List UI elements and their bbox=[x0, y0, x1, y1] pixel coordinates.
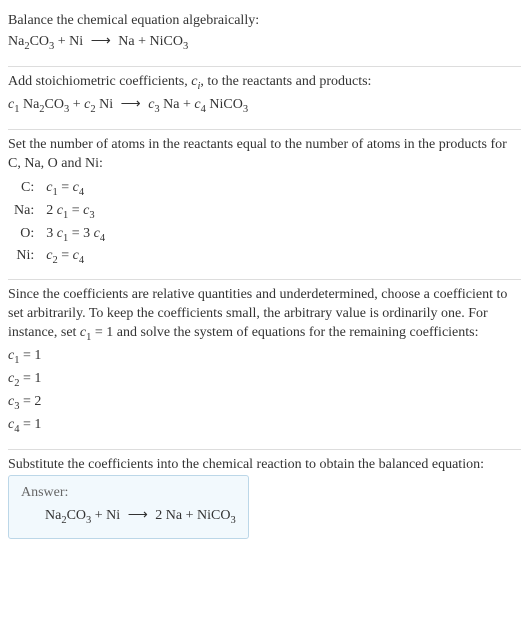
reaction-arrow: ⟶ bbox=[117, 97, 145, 112]
coeff-sub: 4 bbox=[79, 255, 84, 266]
answer-box: Answer: Na2CO3 + Ni ⟶ 2 Na + NiCO3 bbox=[8, 475, 249, 539]
species: NiCO bbox=[209, 97, 242, 112]
equals: = bbox=[58, 180, 73, 195]
species: CO bbox=[45, 97, 64, 112]
section-balance: Balance the chemical equation algebraica… bbox=[8, 6, 521, 66]
section-title: Balance the chemical equation algebraica… bbox=[8, 12, 521, 31]
solution-line: c1 = 1 bbox=[8, 347, 521, 368]
equals: = bbox=[58, 248, 73, 263]
solution-line: c3 = 2 bbox=[8, 393, 521, 414]
atom-row: C: c1 = c4 bbox=[8, 178, 111, 201]
value: = 2 bbox=[19, 394, 41, 409]
atom-row: Ni: c2 = c4 bbox=[8, 246, 111, 269]
coeff-sub: 4 bbox=[100, 232, 105, 243]
species: Ni bbox=[99, 97, 113, 112]
section-atom-equations: Set the number of atoms in the reactants… bbox=[8, 130, 521, 280]
species: Na + NiCO bbox=[118, 34, 183, 49]
coeff-sub: 3 bbox=[154, 104, 159, 115]
section-title: Set the number of atoms in the reactants… bbox=[8, 136, 521, 174]
species: 2 Na + NiCO bbox=[155, 508, 230, 523]
plus: + Ni bbox=[91, 508, 120, 523]
section-title: Substitute the coefficients into the che… bbox=[8, 456, 521, 475]
atom-equation: c2 = c4 bbox=[40, 246, 111, 269]
section-title: Add stoichiometric coefficients, ci, to … bbox=[8, 73, 521, 94]
title-text: Add stoichiometric coefficients, bbox=[8, 74, 191, 89]
section-substitute: Substitute the coefficients into the che… bbox=[8, 450, 521, 549]
equals: = bbox=[68, 203, 83, 218]
coeff-sub: 4 bbox=[79, 186, 84, 197]
species: Na bbox=[8, 34, 24, 49]
species: Na bbox=[23, 97, 39, 112]
element-label: C: bbox=[8, 178, 40, 201]
solution-line: c4 = 1 bbox=[8, 416, 521, 437]
title-text: , to the reactants and products: bbox=[200, 74, 371, 89]
pre: 3 bbox=[46, 226, 57, 241]
atom-equation: 3 c1 = 3 c4 bbox=[40, 224, 111, 247]
atom-row: O: 3 c1 = 3 c4 bbox=[8, 224, 111, 247]
plus: + bbox=[180, 97, 195, 112]
section-solve: Since the coefficients are relative quan… bbox=[8, 280, 521, 449]
plus: + bbox=[69, 97, 84, 112]
atom-equation: c1 = c4 bbox=[40, 178, 111, 201]
species: Na bbox=[163, 97, 179, 112]
section-paragraph: Since the coefficients are relative quan… bbox=[8, 286, 521, 345]
species: Na bbox=[45, 508, 61, 523]
value: = 1 bbox=[19, 371, 41, 386]
solution-line: c2 = 1 bbox=[8, 370, 521, 391]
atom-row: Na: 2 c1 = c3 bbox=[8, 201, 111, 224]
para-text: = 1 and solve the system of equations fo… bbox=[91, 325, 478, 340]
atom-equation-table: C: c1 = c4 Na: 2 c1 = c3 O: 3 c1 = 3 c4 … bbox=[8, 178, 111, 270]
subscript: 3 bbox=[230, 515, 235, 526]
subscript: 3 bbox=[243, 104, 248, 115]
value: = 1 bbox=[19, 348, 41, 363]
coeff-sub: 3 bbox=[89, 209, 94, 220]
equation-unbalanced: Na2CO3 + Ni ⟶ Na + NiCO3 bbox=[8, 33, 521, 54]
value: = 1 bbox=[19, 417, 41, 432]
coeff-sub: 2 bbox=[90, 104, 95, 115]
pre: 2 bbox=[46, 203, 57, 218]
balanced-equation: Na2CO3 + Ni ⟶ 2 Na + NiCO3 bbox=[21, 507, 236, 528]
equals: = 3 bbox=[68, 226, 93, 241]
plus: + Ni bbox=[54, 34, 83, 49]
section-add-coefficients: Add stoichiometric coefficients, ci, to … bbox=[8, 67, 521, 129]
answer-label: Answer: bbox=[21, 484, 236, 503]
subscript: 3 bbox=[183, 41, 188, 52]
reaction-arrow: ⟶ bbox=[124, 508, 152, 523]
species: CO bbox=[67, 508, 86, 523]
reaction-arrow: ⟶ bbox=[87, 34, 115, 49]
element-label: Na: bbox=[8, 201, 40, 224]
element-label: Ni: bbox=[8, 246, 40, 269]
atom-equation: 2 c1 = c3 bbox=[40, 201, 111, 224]
element-label: O: bbox=[8, 224, 40, 247]
species: CO bbox=[30, 34, 49, 49]
equation-with-coeffs: c1 Na2CO3 + c2 Ni ⟶ c3 Na + c4 NiCO3 bbox=[8, 96, 521, 117]
